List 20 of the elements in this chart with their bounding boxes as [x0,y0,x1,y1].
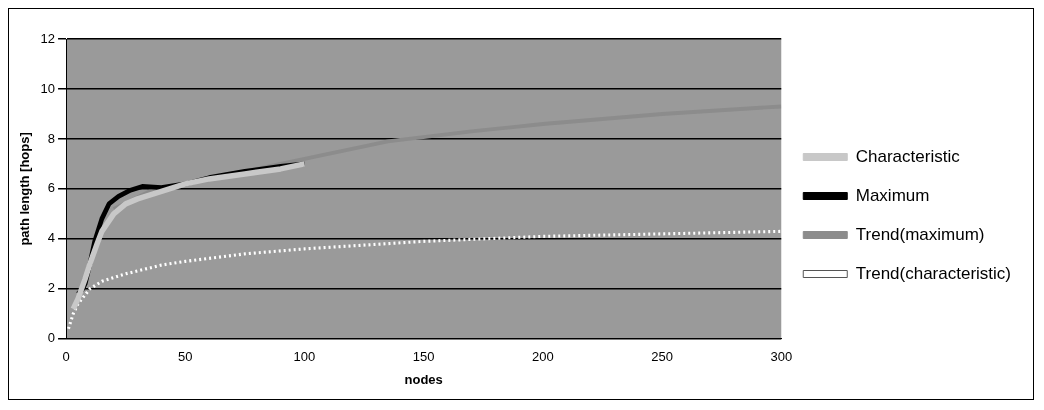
y-tick-label: 12 [40,30,56,46]
y-tick-label: 4 [47,230,56,246]
x-tick-label: 100 [293,349,316,365]
x-tick-label: 250 [651,349,673,365]
legend-label: Trend(maximum) [855,224,985,244]
x-tick-label: 0 [62,349,70,365]
y-tick-label: 0 [47,330,56,346]
y-tick-label: 10 [40,80,56,96]
x-tick-label: 300 [770,349,793,365]
legend-label: Maximum [855,185,930,205]
y-tick-label: 2 [47,280,56,296]
legend-label: Characteristic [855,146,961,166]
x-axis-title: nodes [404,371,443,387]
legend-label: Trend(characteristic) [855,263,1012,283]
y-axis-title: path length [hops] [17,132,33,246]
x-tick-label: 50 [178,349,193,365]
x-tick-label: 200 [532,349,554,365]
y-tick-label: 6 [47,180,56,196]
x-tick-label: 150 [412,349,435,365]
y-tick-label: 8 [47,130,56,146]
